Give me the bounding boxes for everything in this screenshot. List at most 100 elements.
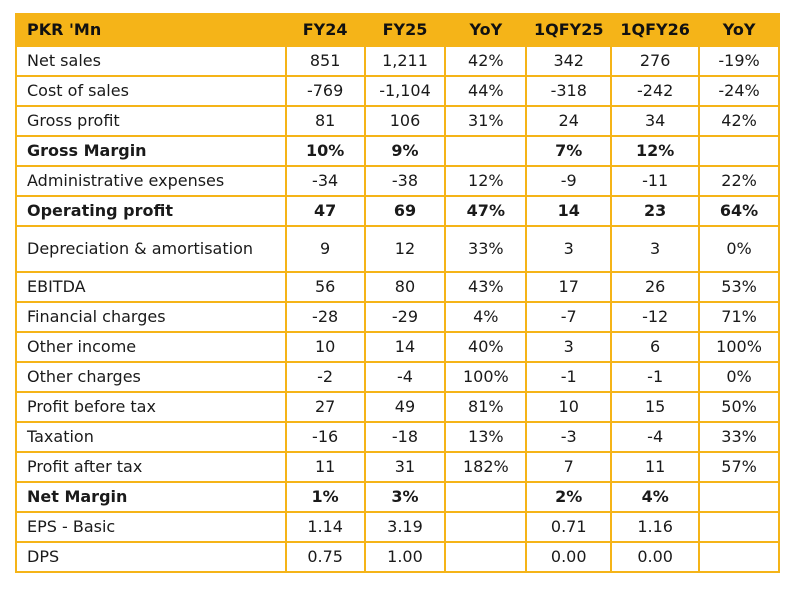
table-row: Cost of sales -769 -1,104 44% -318 -242 -24% [15,75,780,107]
fy24-value: -34 [284,165,366,197]
row-label: Gross Margin [15,135,287,167]
yoy-annual-value: 33% [444,225,528,273]
yoy-annual-value: 81% [444,391,528,423]
fy25-value: 106 [363,105,447,137]
table-row: Gross profit 81 106 31% 24 34 42% [15,105,780,137]
table-row: Gross Margin 10% 9% 7% 12% [15,135,780,167]
financial-summary-table: PKR 'Mn FY24 FY25 YoY 1QFY25 1QFY26 YoY … [15,13,780,573]
yoy-annual-value: 4% [444,301,528,333]
fy25-value: -29 [363,301,447,333]
table-row: Profit after tax 11 31 182% 7 11 57% [15,451,780,483]
1qfy25-value: 342 [525,45,613,77]
yoy-quarterly-value: 22% [698,165,780,197]
table-row: Net Margin 1% 3% 2% 4% [15,481,780,513]
table-row: Financial charges -28 -29 4% -7 -12 71% [15,301,780,333]
table-row: Depreciation & amortisation 9 12 33% 3 3 0% [15,225,780,273]
1qfy26-value: -11 [610,165,701,197]
fy25-value: -38 [363,165,447,197]
1qfy25-value: 7% [525,135,613,167]
table-row: Taxation -16 -18 13% -3 -4 33% [15,421,780,453]
1qfy25-value: 3 [525,225,613,273]
yoy-quarterly-value: 100% [698,331,780,363]
fy24-value: 56 [284,271,366,303]
1qfy26-value: 3 [610,225,701,273]
row-label: Operating profit [15,195,287,227]
yoy-quarterly-value: -19% [698,45,780,77]
fy24-value: 851 [284,45,366,77]
1qfy25-value: 0.00 [525,541,613,573]
1qfy26-value: 12% [610,135,701,167]
table-row: Profit before tax 27 49 81% 10 15 50% [15,391,780,423]
1qfy25-value: -318 [525,75,613,107]
fy25-value: 1,211 [363,45,447,77]
table-row: EBITDA 56 80 43% 17 26 53% [15,271,780,303]
fy24-value: 1.14 [284,511,366,543]
1qfy25-value: 17 [525,271,613,303]
row-label: Gross profit [15,105,287,137]
1qfy26-value: -12 [610,301,701,333]
row-label: Net sales [15,45,287,77]
row-label: Cost of sales [15,75,287,107]
yoy-annual-value: 13% [444,421,528,453]
fy25-value: 31 [363,451,447,483]
fy25-value: 3% [363,481,447,513]
1qfy26-value: 4% [610,481,701,513]
fy25-value: -18 [363,421,447,453]
row-label: EBITDA [15,271,287,303]
fy24-value: -2 [284,361,366,393]
yoy-annual-value [444,135,528,167]
header-1qfy26: 1QFY26 [610,13,701,47]
header-fy25: FY25 [363,13,447,47]
row-label: DPS [15,541,287,573]
row-label: EPS - Basic [15,511,287,543]
fy25-value: 3.19 [363,511,447,543]
fy25-value: 9% [363,135,447,167]
1qfy26-value: 11 [610,451,701,483]
yoy-annual-value: 182% [444,451,528,483]
header-1qfy25: 1QFY25 [525,13,613,47]
1qfy26-value: 0.00 [610,541,701,573]
yoy-quarterly-value: -24% [698,75,780,107]
row-label: Financial charges [15,301,287,333]
yoy-quarterly-value [698,541,780,573]
yoy-quarterly-value: 50% [698,391,780,423]
fy24-value: 27 [284,391,366,423]
yoy-annual-value [444,511,528,543]
yoy-quarterly-value: 0% [698,361,780,393]
table-row: EPS - Basic 1.14 3.19 0.71 1.16 [15,511,780,543]
fy25-value: -4 [363,361,447,393]
1qfy26-value: -242 [610,75,701,107]
header-fy24: FY24 [284,13,366,47]
1qfy26-value: 1.16 [610,511,701,543]
header-currency-unit: PKR 'Mn [15,13,287,47]
yoy-annual-value [444,481,528,513]
yoy-annual-value: 31% [444,105,528,137]
row-label: Depreciation & amortisation [15,225,287,273]
1qfy26-value: 34 [610,105,701,137]
1qfy25-value: 10 [525,391,613,423]
yoy-annual-value: 100% [444,361,528,393]
fy25-value: 80 [363,271,447,303]
1qfy26-value: -4 [610,421,701,453]
yoy-quarterly-value [698,511,780,543]
fy24-value: -16 [284,421,366,453]
1qfy25-value: 14 [525,195,613,227]
row-label: Profit after tax [15,451,287,483]
fy24-value: 47 [284,195,366,227]
table-row: Operating profit 47 69 47% 14 23 64% [15,195,780,227]
yoy-quarterly-value: 53% [698,271,780,303]
yoy-quarterly-value: 71% [698,301,780,333]
1qfy25-value: -3 [525,421,613,453]
fy24-value: 11 [284,451,366,483]
fy25-value: 69 [363,195,447,227]
fy24-value: 10% [284,135,366,167]
yoy-annual-value: 47% [444,195,528,227]
yoy-quarterly-value [698,135,780,167]
row-label: Net Margin [15,481,287,513]
row-label: Taxation [15,421,287,453]
yoy-quarterly-value: 0% [698,225,780,273]
fy25-value: 14 [363,331,447,363]
fy25-value: -1,104 [363,75,447,107]
header-yoy-annual: YoY [444,13,528,47]
yoy-annual-value: 44% [444,75,528,107]
